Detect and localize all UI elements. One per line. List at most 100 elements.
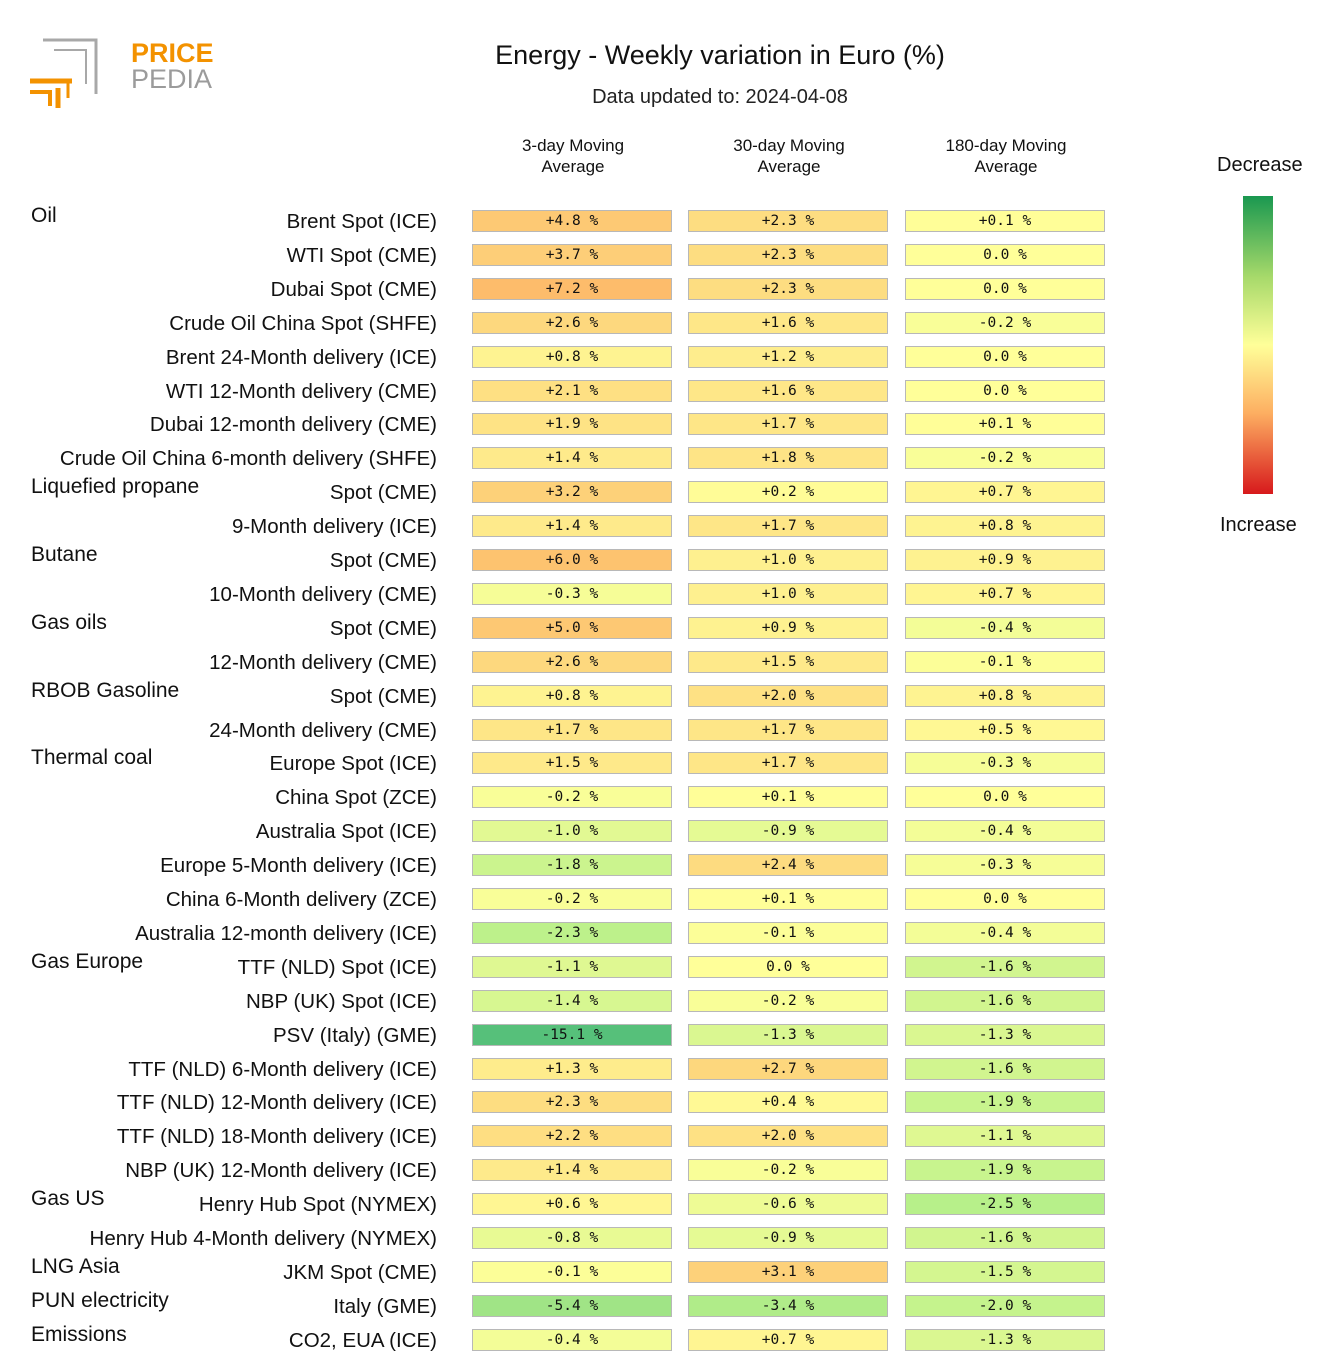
table-cell: +2.1 % — [472, 379, 672, 402]
chart-title: Energy - Weekly variation in Euro (%) — [495, 40, 945, 70]
row-label: 10-Month delivery (CME) — [209, 582, 437, 606]
table-cell: -1.3 % — [905, 1023, 1105, 1046]
table-cell: -1.8 % — [472, 854, 672, 877]
table-cell: -0.4 % — [905, 616, 1105, 639]
table-cell: +2.3 % — [688, 277, 888, 300]
table-cell: +2.4 % — [688, 854, 888, 877]
table-cell: +0.8 % — [472, 684, 672, 707]
table-cell: -1.6 % — [905, 1227, 1105, 1249]
row-label: Italy (GME) — [333, 1294, 437, 1318]
row-label: NBP (UK) Spot (ICE) — [246, 989, 437, 1013]
column-header-30day: 30-day Moving Average — [688, 135, 890, 177]
table-cell: 0.0 % — [905, 345, 1105, 368]
table-cell: 0.0 % — [905, 786, 1105, 809]
table-cell: +1.5 % — [688, 650, 888, 673]
table-cell: +0.1 % — [688, 888, 888, 910]
legend-gradient — [1243, 196, 1273, 494]
column-header-180day: 180-day Moving Average — [905, 135, 1107, 177]
logo-text-pedia: PEDIA — [131, 64, 213, 94]
table-cell: -0.9 % — [688, 1227, 888, 1249]
table-cell: +0.9 % — [688, 616, 888, 639]
table-cell: +1.0 % — [688, 582, 888, 605]
column-header-line: Average — [541, 157, 605, 176]
table-cell: -0.6 % — [688, 1193, 888, 1216]
table-cell: +1.4 % — [472, 1159, 672, 1182]
table-cell: +3.1 % — [688, 1260, 888, 1283]
table-cell: -0.1 % — [472, 1260, 672, 1283]
table-cell: -0.9 % — [688, 820, 888, 843]
table-cell: +0.4 % — [688, 1091, 888, 1114]
table-cell: +1.8 % — [688, 447, 888, 470]
group-label: PUN electricity — [31, 1288, 169, 1312]
table-cell: -5.4 % — [472, 1294, 672, 1317]
column-header-line: 3-day Moving — [521, 136, 625, 155]
group-label: RBOB Gasoline — [31, 678, 180, 702]
row-label: Brent 24-Month delivery (ICE) — [165, 345, 437, 369]
row-label: Europe Spot (ICE) — [269, 752, 438, 776]
row-label: Spot (CME) — [329, 616, 437, 640]
table-cell: +2.3 % — [472, 1091, 672, 1114]
table-cell: +7.2 % — [472, 277, 672, 300]
row-label: Henry Hub Spot (NYMEX) — [198, 1193, 437, 1217]
row-label: Australia Spot (ICE) — [255, 820, 437, 844]
row-label: 24-Month delivery (CME) — [209, 718, 437, 742]
group-label: Gas Europe — [31, 949, 144, 973]
table-cell: +1.7 % — [688, 413, 888, 436]
row-label: JKM Spot (CME) — [283, 1260, 437, 1284]
table-cell: +3.2 % — [472, 481, 672, 504]
column-header-line: Average — [974, 157, 1038, 176]
table-cell: -1.9 % — [905, 1159, 1105, 1182]
table-cell: +1.9 % — [472, 413, 672, 436]
table-cell: -1.3 % — [688, 1023, 888, 1046]
table-cell: +3.7 % — [472, 243, 672, 266]
table-cell: -0.4 % — [905, 820, 1105, 843]
table-cell: +2.0 % — [688, 1125, 888, 1148]
row-label: WTI 12-Month delivery (CME) — [165, 379, 437, 403]
group-label: Thermal coal — [31, 746, 153, 770]
table-cell: -2.0 % — [905, 1294, 1105, 1317]
group-label: Butane — [31, 543, 98, 566]
table-cell: -1.0 % — [472, 820, 672, 843]
table-cell: +0.6 % — [472, 1193, 672, 1216]
group-label: Gas US — [31, 1187, 105, 1211]
row-label: Dubai Spot (CME) — [270, 277, 437, 301]
column-header-line: 180-day Moving — [945, 136, 1067, 155]
legend-decrease-label: Decrease — [1217, 154, 1303, 176]
row-label: Brent Spot (ICE) — [286, 210, 437, 233]
row-label: TTF (NLD) 12-Month delivery (ICE) — [116, 1091, 437, 1115]
table-cell: +1.6 % — [688, 311, 888, 334]
table-cell: +0.1 % — [688, 786, 888, 809]
table-cell: -1.9 % — [905, 1091, 1105, 1114]
table-cell: -0.2 % — [688, 1159, 888, 1182]
row-label: WTI Spot (CME) — [286, 243, 437, 267]
table-cell: -0.8 % — [472, 1227, 672, 1249]
table-cell: +0.8 % — [472, 345, 672, 368]
table-cell: +0.5 % — [905, 718, 1105, 741]
table-cell: +1.7 % — [688, 752, 888, 775]
table-cell: -1.1 % — [905, 1125, 1105, 1148]
table-cell: -1.6 % — [905, 989, 1105, 1012]
table-cell: -1.6 % — [905, 955, 1105, 978]
table-cell: 0.0 % — [688, 955, 888, 978]
row-label: Spot (CME) — [329, 549, 437, 572]
table-cell: +1.5 % — [472, 752, 672, 775]
table-cell: -2.5 % — [905, 1193, 1105, 1216]
table-cell: -1.5 % — [905, 1260, 1105, 1283]
row-label: TTF (NLD) 18-Month delivery (ICE) — [116, 1125, 437, 1149]
table-cell: -1.3 % — [905, 1328, 1105, 1351]
table-cell: +6.0 % — [472, 549, 672, 571]
table-cell: +0.1 % — [905, 413, 1105, 436]
table-cell: +0.1 % — [905, 210, 1105, 232]
row-label: China 6-Month delivery (ZCE) — [165, 888, 437, 911]
table-cell: +1.3 % — [472, 1057, 672, 1080]
table-cell: -0.4 % — [472, 1328, 672, 1351]
table-cell: +1.4 % — [472, 447, 672, 470]
legend-increase-label: Increase — [1220, 514, 1297, 536]
row-label: PSV (Italy) (GME) — [272, 1023, 437, 1047]
table-cell: +0.7 % — [905, 481, 1105, 504]
row-label: Spot (CME) — [329, 684, 437, 708]
table-cell: -2.3 % — [472, 921, 672, 944]
table-cell: +1.6 % — [688, 379, 888, 402]
row-label: Europe 5-Month delivery (ICE) — [160, 854, 437, 878]
table-cell: 0.0 % — [905, 888, 1105, 910]
